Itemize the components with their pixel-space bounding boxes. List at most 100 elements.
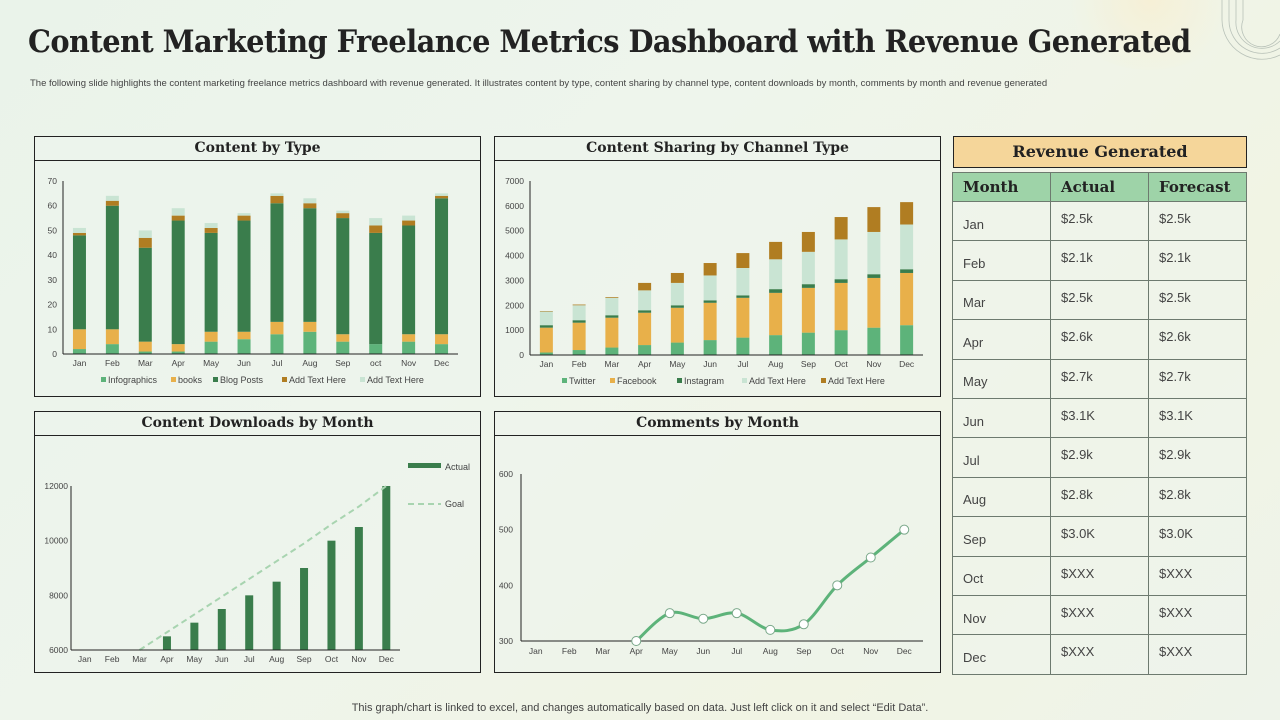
bar-segment-0[interactable] [171,351,185,354]
data-point[interactable] [631,636,642,646]
bar-segment-1[interactable] [303,321,317,332]
bar-segment-3[interactable] [867,231,881,275]
bar-segment-0[interactable] [369,344,383,354]
bar-segment-1[interactable] [572,322,586,351]
bar-segment-2[interactable] [539,325,553,328]
bar-segment-1[interactable] [435,334,449,345]
bar-segment-3[interactable] [72,232,86,236]
bar-segment-3[interactable] [572,305,586,321]
bar-segment-3[interactable] [670,282,684,306]
bar-segment-0[interactable] [605,347,619,355]
bar-segment-0[interactable] [270,334,284,354]
data-point[interactable] [664,608,675,619]
bar-segment-4[interactable] [237,213,251,216]
bar-segment-1[interactable] [72,329,86,350]
bar-segment-4[interactable] [171,208,185,216]
bar-segment-2[interactable] [900,269,914,273]
bar-segment-1[interactable] [736,297,750,338]
bar-segment-1[interactable] [703,302,717,341]
bar-segment-3[interactable] [303,203,317,209]
bar-segment-0[interactable] [72,349,86,354]
content-sharing-chart[interactable]: 0 1000 2000 3000 4000 5000 6000 7000 Jan Feb Mar Ap… [495,161,942,398]
bar-segment-2[interactable] [638,310,652,313]
bar-segment-2[interactable] [138,247,152,342]
bar-segment-1[interactable] [539,327,553,353]
content-by-type-panel[interactable]: Content by Type 0 10 20 30 40 50 60 70 Jan Feb Mar… [34,136,481,397]
bar-segment-0[interactable] [303,331,317,354]
bar-segment-0[interactable] [834,330,848,355]
bar-segment-1[interactable] [171,344,185,352]
bar-segment-4[interactable] [369,218,383,226]
bar-segment-4[interactable] [638,282,652,291]
bar-segment-4[interactable] [605,297,619,298]
bar-segment-3[interactable] [539,311,553,326]
bar-segment-1[interactable] [605,317,619,348]
bar-segment-4[interactable] [572,304,586,306]
actual-bar[interactable] [272,581,281,650]
bar-segment-0[interactable] [736,337,750,355]
bar-segment-4[interactable] [138,230,152,238]
actual-bar[interactable] [162,636,171,650]
comments-by-month-panel[interactable]: Comments by Month 300 400 500 600 Jan Feb Mar A… [494,411,941,673]
bar-segment-0[interactable] [867,327,881,355]
content-downloads-panel[interactable]: Content Downloads by Month 6000 8000 10000… [34,411,481,673]
bar-segment-0[interactable] [435,344,449,354]
bar-segment-2[interactable] [670,305,684,308]
bar-segment-2[interactable] [834,279,848,283]
goal-line[interactable] [138,485,387,651]
data-point[interactable] [731,608,742,619]
bar-segment-4[interactable] [834,217,848,240]
bar-segment-1[interactable] [237,331,251,340]
bar-segment-4[interactable] [769,241,783,260]
bar-segment-2[interactable] [237,220,251,332]
bar-segment-3[interactable] [769,259,783,290]
bar-segment-2[interactable] [736,295,750,298]
bar-segment-3[interactable] [204,227,218,233]
actual-bar[interactable] [217,609,226,650]
bar-segment-4[interactable] [204,223,218,228]
bar-segment-2[interactable] [572,320,586,323]
bar-segment-3[interactable] [138,237,152,248]
bar-segment-2[interactable] [303,208,317,322]
bar-segment-0[interactable] [801,332,815,355]
content-by-type-chart[interactable]: 0 10 20 30 40 50 60 70 Jan Feb Mar Apr May Jun Jul Aug S… [35,161,482,398]
bar-segment-4[interactable] [336,210,350,214]
bar-segment-0[interactable] [670,342,684,355]
data-point[interactable] [698,613,709,624]
actual-bar[interactable] [300,568,309,650]
bar-segment-2[interactable] [703,300,717,303]
bar-segment-3[interactable] [270,195,284,204]
bar-segment-0[interactable] [703,340,717,355]
bar-segment-0[interactable] [402,341,416,354]
comments-by-month-chart[interactable]: 300 400 500 600 Jan Feb Mar Apr May Jun Jul Aug Sep O… [495,436,942,674]
bar-segment-4[interactable] [72,227,86,233]
bar-segment-4[interactable] [402,215,416,221]
bar-segment-0[interactable] [204,341,218,354]
bar-segment-4[interactable] [303,198,317,204]
comments-line[interactable] [635,528,906,643]
bar-segment-4[interactable] [270,193,284,196]
bar-segment-2[interactable] [402,225,416,335]
bar-segment-0[interactable] [900,325,914,355]
data-point[interactable] [765,624,776,635]
bar-segment-4[interactable] [867,207,881,232]
bar-segment-3[interactable] [105,200,119,206]
actual-bar[interactable] [327,540,336,650]
bar-segment-2[interactable] [336,218,350,335]
data-point[interactable] [865,552,876,563]
bar-segment-4[interactable] [736,253,750,268]
bar-segment-1[interactable] [638,312,652,346]
bar-segment-4[interactable] [900,202,914,225]
bar-segment-2[interactable] [769,289,783,293]
actual-bar[interactable] [245,595,254,650]
bar-segment-4[interactable] [703,263,717,276]
bar-segment-3[interactable] [638,290,652,311]
bar-segment-1[interactable] [670,307,684,343]
bar-segment-2[interactable] [72,235,86,330]
content-sharing-panel[interactable]: Content Sharing by Channel Type 0 1000 200… [494,136,941,397]
bar-segment-4[interactable] [670,272,684,283]
bar-segment-3[interactable] [801,251,815,285]
bar-segment-3[interactable] [237,215,251,221]
bar-segment-1[interactable] [402,334,416,342]
bar-segment-3[interactable] [336,213,350,219]
